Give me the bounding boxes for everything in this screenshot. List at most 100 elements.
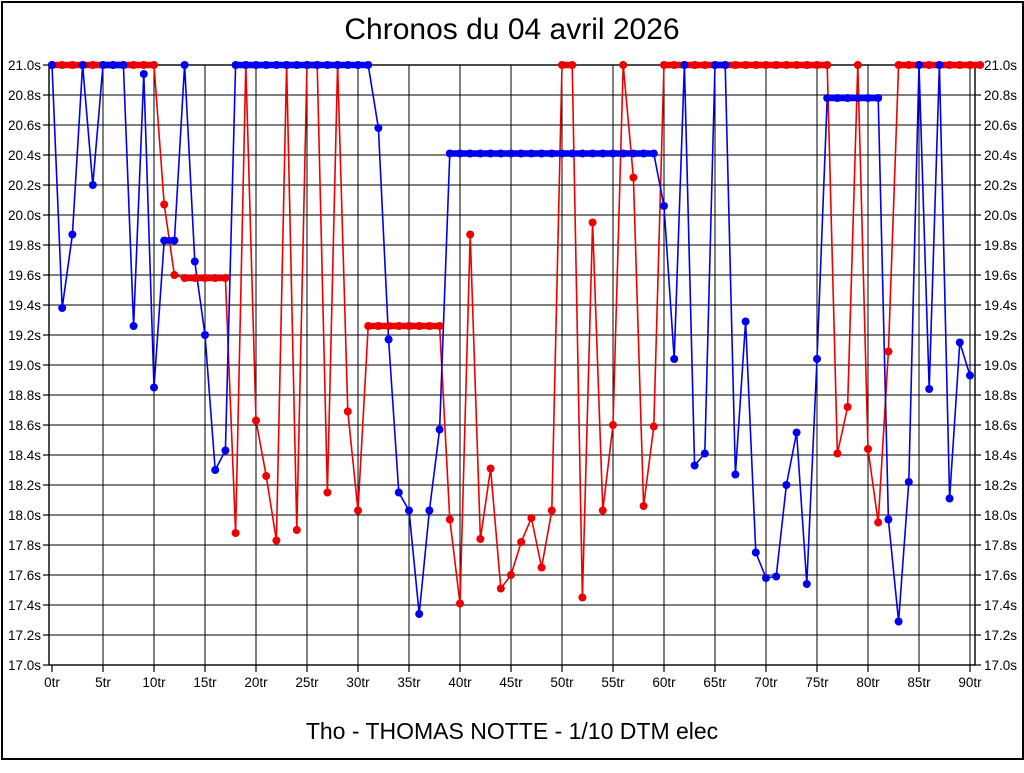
driver-blue-point: [394, 488, 403, 497]
driver-blue-point: [99, 61, 107, 69]
driver-red-point: [588, 218, 597, 227]
driver-blue-point: [578, 149, 587, 158]
driver-blue-point: [874, 94, 883, 102]
driver-blue-point: [313, 61, 322, 69]
driver-blue-point: [741, 317, 750, 326]
y-axis-label-right: 19.2s: [984, 328, 1017, 343]
driver-blue-point: [935, 61, 944, 69]
driver-red-point: [88, 61, 97, 69]
x-axis-label: 70tr: [754, 675, 778, 690]
driver-blue-point: [721, 61, 730, 69]
driver-red-point: [221, 274, 230, 282]
driver-red-point: [670, 61, 679, 69]
driver-red-point: [445, 515, 454, 524]
y-axis-label-left: 18.8s: [8, 388, 41, 403]
driver-blue-point: [915, 61, 923, 69]
driver-red-point: [833, 449, 842, 458]
y-axis-label-left: 19.6s: [8, 268, 41, 283]
y-axis-label-left: 17.6s: [8, 568, 41, 583]
driver-red-point: [894, 61, 903, 69]
x-axis-label: 10tr: [142, 675, 166, 690]
x-axis-label: 20tr: [244, 675, 268, 690]
driver-blue-point: [252, 61, 260, 69]
y-axis-label-left: 17.4s: [8, 598, 41, 613]
y-axis-label-right: 18.2s: [984, 478, 1017, 493]
driver-blue-point: [945, 494, 954, 503]
driver-red-point: [456, 599, 464, 608]
driver-red-point: [537, 563, 546, 572]
driver-blue-point: [150, 383, 158, 392]
driver-red-point: [853, 61, 862, 69]
y-axis-label-right: 17.0s: [984, 658, 1017, 673]
driver-blue-point: [476, 149, 485, 158]
driver-red-point: [466, 230, 475, 239]
driver-red-point: [292, 526, 301, 534]
driver-blue-point: [333, 61, 342, 69]
driver-red-point: [741, 61, 750, 69]
driver-blue-point: [364, 61, 373, 69]
driver-red-point: [486, 464, 495, 473]
x-axis-label: 25tr: [295, 675, 319, 690]
x-axis-label: 65tr: [703, 675, 727, 690]
driver-blue-point: [211, 466, 220, 474]
driver-red-point: [262, 472, 271, 480]
driver-blue-point: [598, 149, 607, 158]
driver-red-point: [343, 407, 352, 416]
driver-blue-point: [751, 548, 760, 557]
chart-title: Chronos du 04 avril 2026: [344, 13, 680, 46]
driver-red-point: [782, 61, 791, 69]
y-axis-label-right: 17.4s: [984, 598, 1017, 613]
driver-blue-point: [282, 61, 291, 69]
y-axis-label-left: 20.0s: [8, 208, 41, 223]
driver-red-point: [945, 61, 954, 69]
driver-red-point: [904, 61, 913, 69]
y-axis-label-right: 21.0s: [984, 58, 1017, 73]
y-axis-label-right: 20.2s: [984, 178, 1017, 193]
driver-red-point: [252, 416, 260, 425]
driver-blue-point: [823, 94, 832, 102]
y-axis-label-right: 18.8s: [984, 388, 1017, 403]
y-axis-label-left: 19.4s: [8, 298, 41, 313]
driver-blue-point: [639, 149, 648, 158]
driver-red-point: [955, 61, 964, 69]
driver-red-point: [700, 61, 709, 69]
driver-red-line: [52, 64, 981, 604]
driver-red-point: [731, 61, 740, 69]
driver-red-point: [527, 514, 536, 522]
driver-blue-point: [527, 149, 536, 158]
driver-red-point: [364, 322, 373, 330]
y-axis-label-left: 18.2s: [8, 478, 41, 493]
driver-blue-point: [843, 94, 852, 102]
driver-red-point: [629, 173, 638, 182]
x-axis-label: 50tr: [550, 675, 574, 690]
x-axis-label: 5tr: [95, 675, 111, 690]
driver-red-point: [517, 538, 526, 546]
driver-red-point: [139, 61, 148, 69]
driver-blue-point: [201, 331, 209, 339]
x-axis-label: 55tr: [601, 675, 625, 690]
y-axis-label-left: 20.2s: [8, 178, 41, 193]
driver-blue-point: [660, 202, 668, 210]
driver-blue-point: [231, 61, 240, 69]
driver-blue-point: [700, 449, 709, 458]
y-axis-label-right: 20.0s: [984, 208, 1017, 223]
driver-blue-point: [405, 506, 413, 515]
driver-blue-point: [119, 61, 128, 69]
y-axis-label-right: 19.0s: [984, 358, 1017, 373]
driver-red-point: [619, 61, 628, 69]
driver-red-point: [639, 502, 648, 510]
y-axis-label-left: 19.8s: [8, 238, 41, 253]
driver-blue-point: [425, 506, 434, 515]
driver-blue-point: [782, 481, 791, 489]
driver-red-point: [405, 322, 413, 330]
driver-blue-point: [925, 385, 934, 393]
driver-blue-point: [731, 470, 740, 479]
y-axis-label-left: 18.6s: [8, 418, 41, 433]
driver-blue-point: [813, 355, 821, 363]
y-axis-label-left: 20.8s: [8, 88, 41, 103]
driver-blue-point: [384, 335, 393, 344]
driver-blue-point: [292, 61, 301, 69]
driver-red-point: [231, 529, 240, 537]
x-axis-label: 0tr: [44, 675, 60, 690]
